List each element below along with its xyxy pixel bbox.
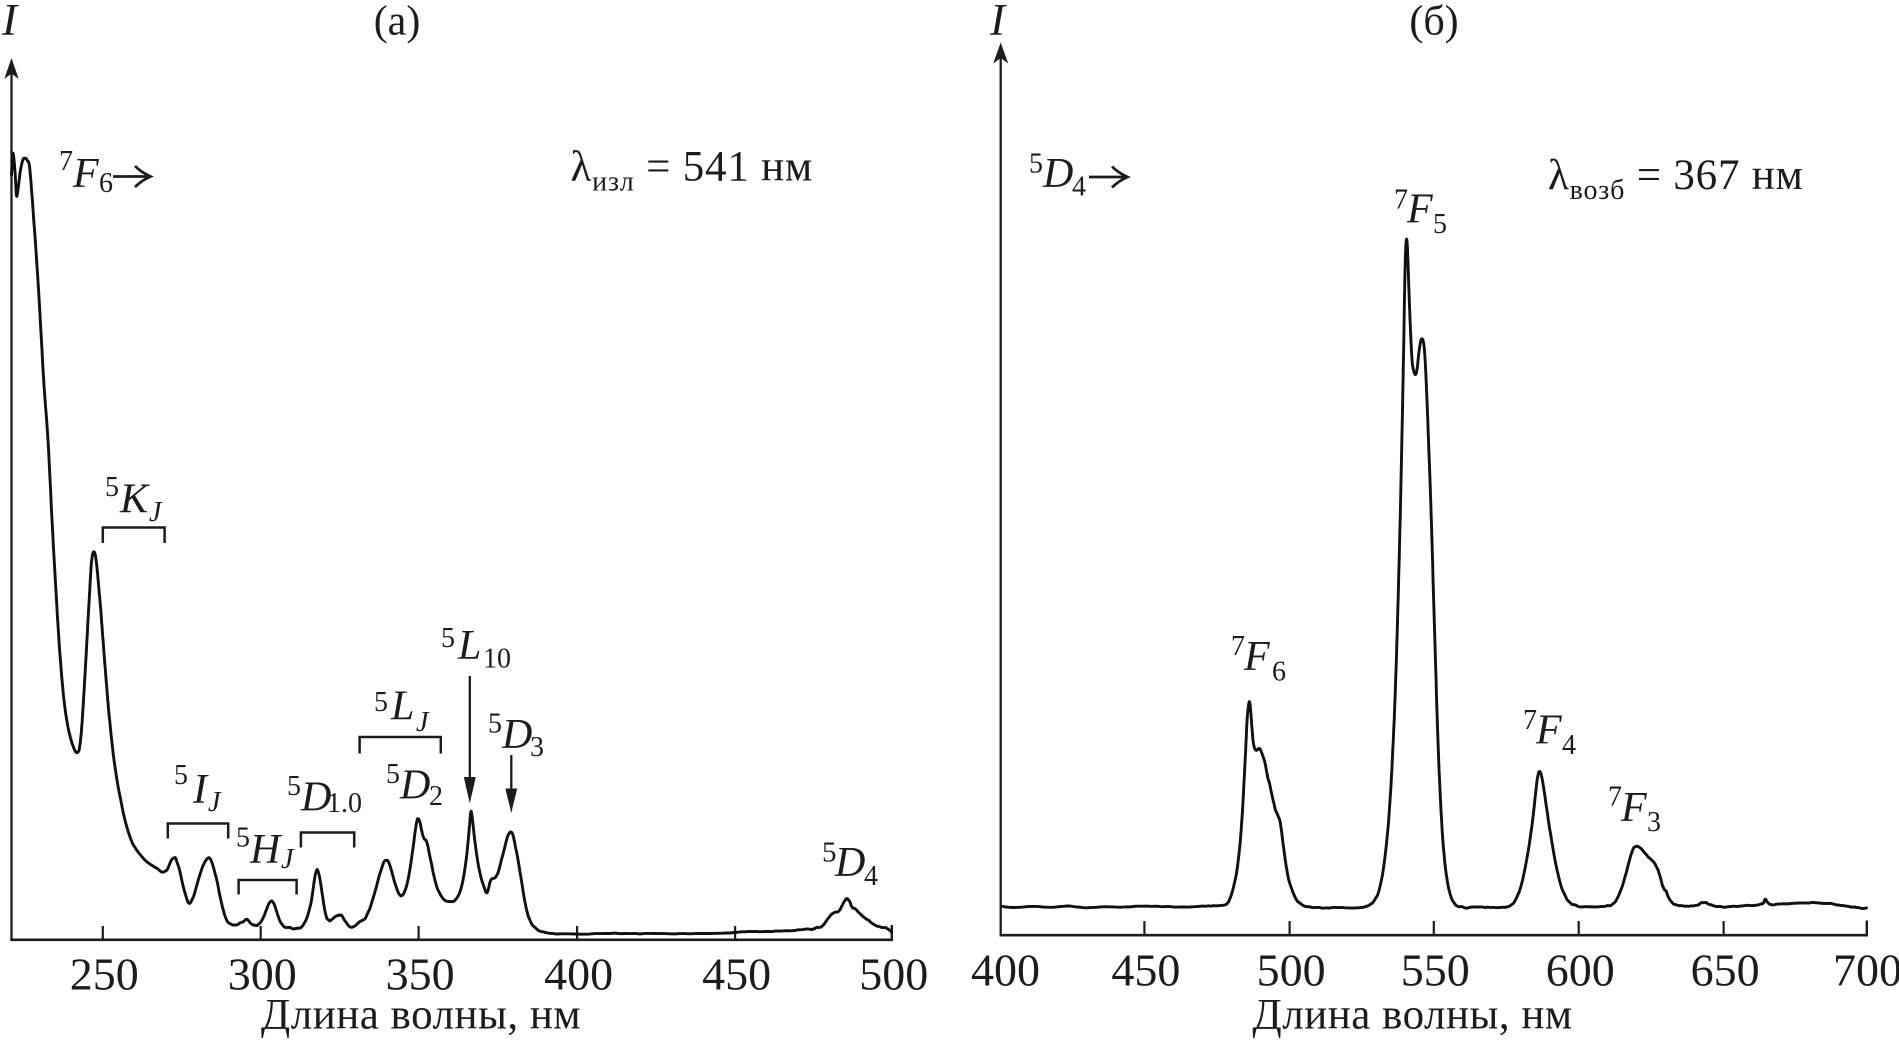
svg-text:7: 7 bbox=[1231, 631, 1245, 662]
svg-text:4: 4 bbox=[864, 861, 878, 892]
svg-text:5: 5 bbox=[287, 771, 301, 802]
svg-text:700: 700 bbox=[1833, 945, 1899, 996]
svg-text:K: K bbox=[119, 477, 150, 523]
svg-text:λизл = 541 нм: λизл = 541 нм bbox=[571, 144, 814, 198]
svg-text:5: 5 bbox=[105, 472, 119, 503]
svg-text:4: 4 bbox=[1072, 172, 1086, 203]
svg-text:5: 5 bbox=[1433, 209, 1447, 240]
svg-text:Длина волны, нм: Длина волны, нм bbox=[1252, 992, 1572, 1039]
svg-text:5: 5 bbox=[441, 623, 455, 654]
svg-text:7: 7 bbox=[59, 146, 73, 177]
svg-text:L: L bbox=[390, 684, 414, 730]
svg-text:F: F bbox=[72, 151, 99, 197]
svg-text:5: 5 bbox=[822, 837, 837, 869]
svg-text:7: 7 bbox=[1523, 705, 1537, 736]
svg-text:3: 3 bbox=[530, 732, 544, 763]
svg-text:(б): (б) bbox=[1409, 0, 1458, 45]
svg-text:650: 650 bbox=[1691, 945, 1760, 996]
svg-text:F: F bbox=[1406, 187, 1433, 233]
svg-text:300: 300 bbox=[228, 949, 297, 1000]
svg-text:I: I bbox=[989, 0, 1007, 45]
svg-text:D: D bbox=[1042, 151, 1073, 197]
svg-text:450: 450 bbox=[1111, 945, 1180, 996]
svg-text:7: 7 bbox=[1608, 782, 1622, 813]
svg-text:7: 7 bbox=[1394, 185, 1408, 216]
svg-text:Длина волны, нм: Длина волны, нм bbox=[261, 992, 581, 1039]
svg-text:400: 400 bbox=[971, 945, 1040, 996]
svg-text:350: 350 bbox=[386, 949, 455, 1000]
svg-text:250: 250 bbox=[70, 949, 139, 1000]
svg-text:I: I bbox=[1, 0, 19, 45]
svg-text:450: 450 bbox=[702, 949, 771, 1000]
svg-text:5: 5 bbox=[174, 760, 188, 791]
svg-text:3: 3 bbox=[1647, 807, 1661, 838]
svg-text:5: 5 bbox=[488, 709, 502, 740]
svg-text:H: H bbox=[249, 827, 283, 873]
svg-text:5: 5 bbox=[236, 823, 250, 854]
svg-text:D: D bbox=[300, 775, 331, 821]
svg-text:(а): (а) bbox=[374, 0, 421, 45]
svg-text:600: 600 bbox=[1546, 945, 1615, 996]
svg-text:F: F bbox=[1243, 634, 1270, 680]
svg-text:D: D bbox=[501, 712, 532, 758]
svg-text:λвозб = 367 нм: λвозб = 367 нм bbox=[1548, 152, 1804, 206]
svg-text:6: 6 bbox=[99, 168, 113, 199]
svg-text:J: J bbox=[149, 497, 163, 528]
svg-text:4: 4 bbox=[1562, 730, 1576, 761]
svg-text:400: 400 bbox=[544, 949, 613, 1000]
svg-text:5: 5 bbox=[386, 759, 400, 790]
svg-text:550: 550 bbox=[1401, 945, 1470, 996]
svg-text:500: 500 bbox=[1257, 945, 1326, 996]
svg-text:6: 6 bbox=[1272, 657, 1286, 688]
svg-text:I: I bbox=[192, 767, 209, 813]
svg-text:J: J bbox=[416, 707, 430, 738]
svg-text:L: L bbox=[457, 623, 481, 669]
svg-text:1.0: 1.0 bbox=[327, 788, 362, 819]
svg-text:2: 2 bbox=[429, 781, 443, 812]
svg-text:500: 500 bbox=[859, 949, 928, 1000]
svg-text:F: F bbox=[1535, 708, 1562, 754]
svg-text:J: J bbox=[208, 787, 222, 818]
svg-text:5: 5 bbox=[1029, 149, 1043, 180]
svg-text:5: 5 bbox=[374, 687, 388, 718]
svg-text:J: J bbox=[281, 844, 295, 875]
svg-text:D: D bbox=[834, 840, 865, 886]
svg-text:F: F bbox=[1620, 785, 1647, 831]
svg-text:D: D bbox=[399, 763, 430, 809]
svg-text:10: 10 bbox=[483, 644, 511, 675]
